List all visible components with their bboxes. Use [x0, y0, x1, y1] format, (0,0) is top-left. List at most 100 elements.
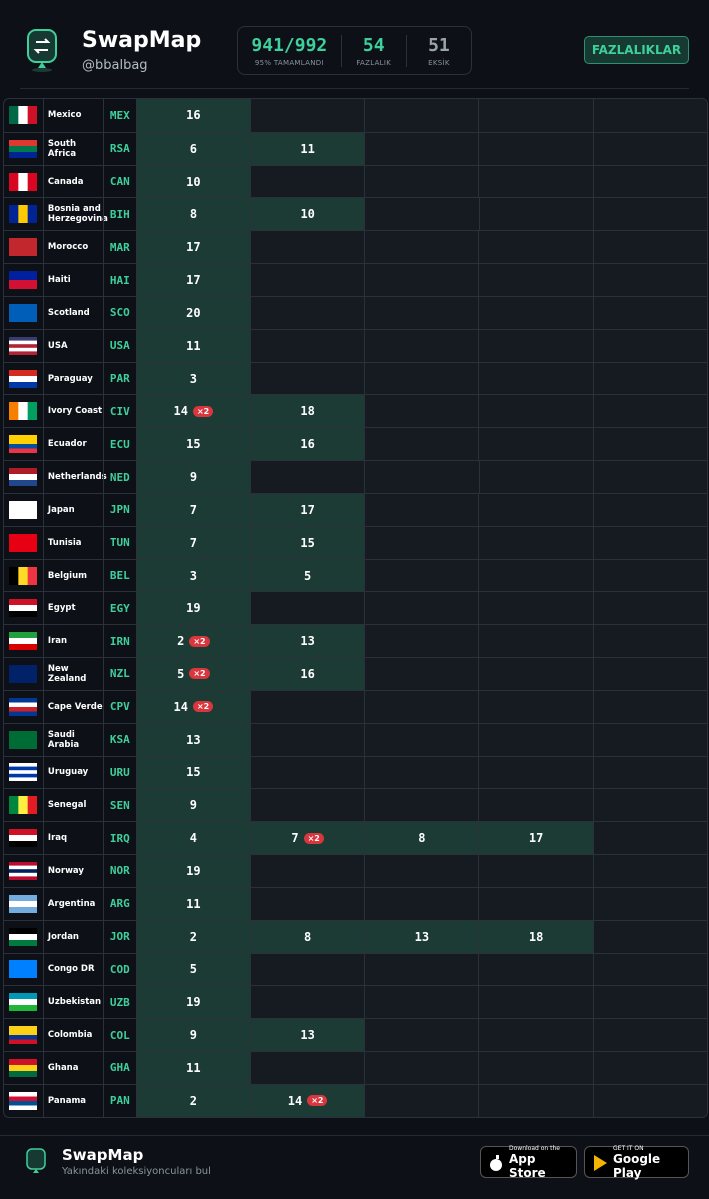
sticker-cell — [592, 625, 707, 658]
sticker-cell — [478, 1084, 593, 1117]
sticker-number: 2 — [189, 929, 197, 944]
sticker-number: 14 — [173, 404, 188, 419]
flag-stripe — [9, 151, 38, 158]
sticker-number: 15 — [186, 437, 201, 452]
flag-stripe — [9, 172, 20, 191]
table-row: Iraq IRQ 4 7 ×2 8 17 — [4, 821, 707, 855]
flag-stripe — [9, 375, 38, 383]
google-play-button[interactable]: GET IT ON Google Play — [584, 1145, 689, 1180]
flag-stripe — [9, 702, 38, 708]
flag-cell — [4, 1052, 43, 1084]
sticker-cell — [478, 428, 593, 461]
sticker-cell — [364, 493, 479, 526]
flag-cell — [4, 888, 43, 920]
country-code: HAI — [102, 264, 136, 296]
flag-stripe — [9, 999, 38, 1006]
flag-stripe — [9, 381, 38, 388]
flag-cell — [4, 757, 43, 789]
flag — [9, 763, 38, 782]
sticker-cell — [364, 329, 479, 362]
flag-cell — [4, 789, 43, 821]
sticker-cell — [478, 526, 593, 559]
flag-cell — [4, 395, 43, 427]
flag-stripe — [28, 796, 38, 815]
table-row: Jordan JOR 2 8 13 18 — [4, 919, 707, 953]
country-name: Egypt — [42, 592, 103, 625]
sticker-number: 11 — [300, 141, 315, 156]
sticker-cell: 2 — [135, 1084, 250, 1117]
sticker-cell — [592, 690, 707, 723]
divider — [20, 88, 689, 89]
flag-cell — [4, 133, 43, 165]
flag-stripe — [9, 145, 38, 153]
sticker-cell: 19 — [135, 592, 250, 625]
flag-stripe — [9, 829, 38, 836]
sticker-number: 14 — [287, 1093, 303, 1108]
flag — [9, 106, 38, 125]
sticker-cell: 5 ×2 — [135, 658, 250, 690]
sticker-cell: 6 — [135, 132, 250, 165]
sticker-cell — [249, 296, 365, 329]
sticker-cell — [592, 887, 707, 920]
sticker-cell — [478, 658, 593, 690]
sticker-cell — [364, 592, 479, 625]
flag — [9, 632, 38, 651]
table-row: Paraguay PAR 3 — [4, 361, 707, 395]
sticker-number: 4 — [189, 831, 197, 846]
table-row: Uruguay URU 15 — [4, 755, 707, 789]
stat-value: 54 — [362, 34, 385, 56]
store-big: Google Play — [613, 1151, 661, 1180]
flag-stripe — [9, 402, 20, 421]
sticker-cell — [592, 855, 707, 887]
sticker-cell — [364, 132, 479, 165]
flag-stripe — [9, 369, 38, 377]
stat-value: 51 — [428, 34, 450, 56]
flag-stripe — [9, 777, 38, 782]
sticker-cell: 14 ×2 — [135, 395, 250, 428]
sticker-cell: 5 — [135, 953, 250, 986]
flag — [9, 500, 38, 519]
flag-stripe — [9, 205, 20, 224]
flag-cell — [4, 1019, 43, 1051]
sticker-cell — [364, 658, 479, 690]
flag-stripe — [9, 993, 38, 1000]
flag-stripe — [9, 767, 38, 772]
table-row: Japan JPN 7 17 — [4, 492, 707, 526]
flag-stripe — [9, 841, 38, 848]
app-store-button[interactable]: Download on the App Store — [480, 1145, 577, 1180]
flag-stripe — [9, 139, 38, 147]
country-name: South Africa — [42, 132, 103, 165]
sticker-cell: 15 — [249, 526, 365, 559]
sticker-cell — [249, 362, 365, 395]
sticker-cell — [364, 1019, 479, 1052]
flag — [9, 336, 38, 355]
flag-cell — [4, 297, 43, 329]
sticker-number: 20 — [186, 305, 201, 320]
flag-stripe — [9, 1091, 38, 1097]
flag-stripe — [9, 271, 38, 281]
sticker-cell: 16 — [249, 658, 365, 690]
table-row: Ecuador ECU 15 16 — [4, 427, 707, 461]
sticker-number: 18 — [300, 404, 315, 419]
sticker-cell — [592, 493, 707, 526]
sticker-number: 19 — [186, 863, 201, 878]
country-code: JOR — [102, 920, 136, 953]
sticker-number: 11 — [186, 338, 201, 353]
surplus-button[interactable]: FAZLALIKLAR — [584, 36, 689, 64]
sticker-cell — [478, 953, 593, 986]
sticker-number: 7 — [189, 502, 197, 517]
sticker-cell — [592, 953, 707, 986]
country-name: Morocco — [42, 231, 103, 264]
country-code: IRQ — [102, 822, 136, 855]
flag-stripe — [9, 763, 38, 768]
flag-cell — [4, 658, 43, 690]
sticker-cell: 19 — [135, 855, 250, 887]
country-code: TUN — [102, 526, 136, 559]
stat: 54 FAZLALIK — [340, 34, 406, 67]
sticker-cell — [592, 264, 707, 296]
country-name: Canada — [42, 165, 103, 198]
country-code: JPN — [102, 493, 136, 526]
sticker-cell — [592, 231, 707, 264]
sticker-number: 3 — [189, 568, 197, 583]
country-name: Uruguay — [42, 756, 103, 789]
